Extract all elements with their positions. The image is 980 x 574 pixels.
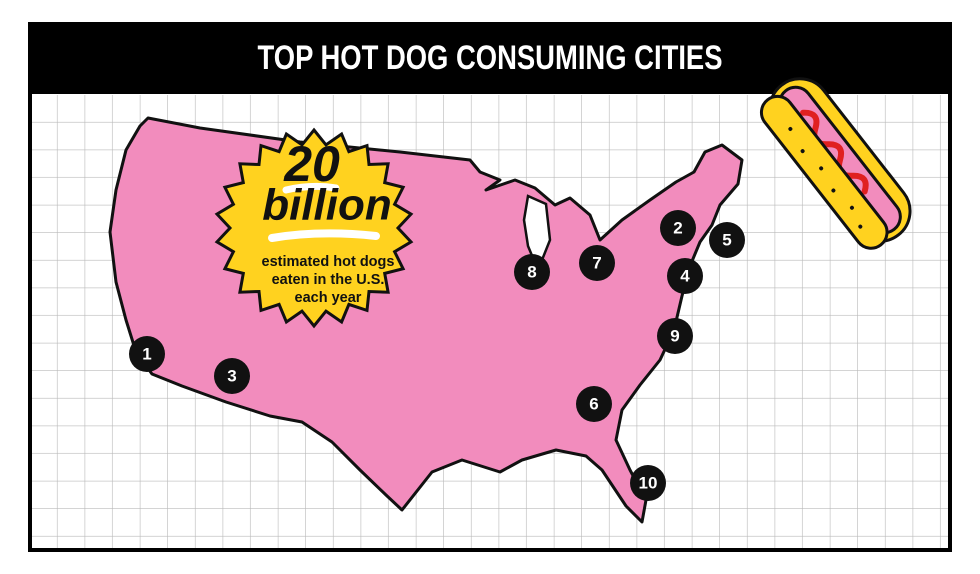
- hot-dog-icon: [759, 77, 912, 250]
- city-marker: [214, 358, 250, 394]
- city-marker: [630, 465, 666, 501]
- city-marker: [660, 210, 696, 246]
- city-rank: 8: [527, 262, 536, 281]
- city-rank: 9: [670, 326, 679, 345]
- badge-caption: eaten in the U.S.: [272, 272, 385, 288]
- city-rank: 7: [592, 253, 601, 272]
- markers: 1 2 3 4 5 6 7 8 9 10: [129, 210, 745, 501]
- title: TOP HOT DOG CONSUMING CITIES: [258, 39, 723, 77]
- badge-caption: each year: [295, 290, 362, 306]
- city-rank: 2: [673, 218, 682, 237]
- frame: [28, 22, 952, 552]
- city-rank: 1: [142, 344, 151, 363]
- city-rank: 5: [722, 230, 731, 249]
- badge-number: 20: [283, 136, 340, 192]
- city-rank: 3: [227, 366, 236, 385]
- city-rank: 4: [680, 266, 690, 285]
- underline: [268, 229, 380, 242]
- city-marker: [657, 318, 693, 354]
- city-rank: 10: [639, 473, 658, 492]
- starburst: [214, 127, 414, 329]
- badge-unit: billion: [262, 181, 392, 230]
- city-marker: [667, 258, 703, 294]
- city-rank: 6: [589, 394, 598, 413]
- city-marker: [576, 386, 612, 422]
- city-marker: [709, 222, 745, 258]
- city-marker: [579, 245, 615, 281]
- badge-caption: estimated hot dogs: [262, 254, 395, 270]
- underline: [282, 182, 340, 194]
- badge: 20 billion estimated hot dogs eaten in t…: [214, 127, 414, 329]
- city-marker: [129, 336, 165, 372]
- city-marker: [514, 254, 550, 290]
